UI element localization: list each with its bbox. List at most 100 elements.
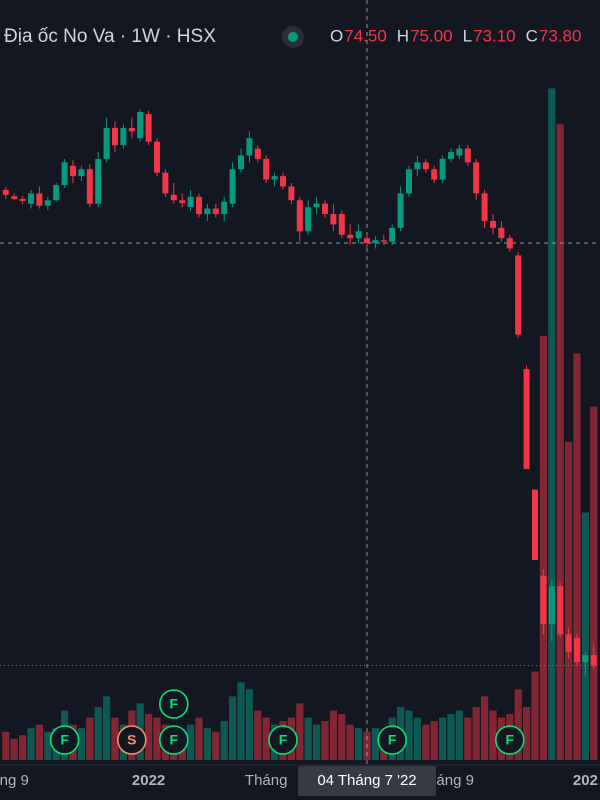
candle-body <box>128 127 135 132</box>
candle-body <box>95 158 102 204</box>
candle-body <box>414 162 421 170</box>
volume-bar <box>220 721 228 760</box>
candle-body <box>271 176 278 180</box>
x-tick-label: 2022 <box>132 772 165 789</box>
volume-bar <box>371 728 379 760</box>
candle-body <box>195 196 202 215</box>
volume-bar <box>245 689 253 760</box>
event-label: F <box>60 732 69 748</box>
candle-body <box>431 169 438 180</box>
event-label: F <box>388 732 397 748</box>
event-label: F <box>170 732 179 748</box>
event-label: F <box>279 732 288 748</box>
volume-bar <box>564 441 573 760</box>
volume-bar <box>472 706 480 760</box>
candle-body <box>330 214 337 225</box>
crosshair-label: 04 Tháng 7 '22 <box>317 772 416 789</box>
candle-body <box>473 162 480 194</box>
candle-body <box>590 655 597 666</box>
chart-title: Địa ốc No Va · 1W · HSX <box>4 26 216 47</box>
volume-bar <box>548 88 556 761</box>
ohlc-label: H <box>397 26 409 45</box>
candle-body <box>279 176 286 187</box>
candle-body <box>540 575 547 625</box>
candle-body <box>456 148 463 156</box>
candle-body <box>489 220 496 228</box>
candle-body <box>313 203 320 208</box>
candle-body <box>237 155 244 170</box>
volume-bar <box>312 724 321 760</box>
candle-body <box>405 169 412 194</box>
volume-bar <box>346 724 354 760</box>
event-marker <box>377 725 407 755</box>
volume-bar <box>590 406 598 760</box>
volume-bar <box>531 671 539 760</box>
candle-body <box>145 114 152 142</box>
candle-body <box>11 196 18 199</box>
volume-bar <box>35 724 43 760</box>
volume-bar <box>422 724 430 760</box>
candle-body <box>531 489 538 561</box>
candle-body <box>380 240 387 242</box>
candle-body <box>288 186 295 201</box>
candle-body <box>246 138 253 156</box>
candle-body <box>347 234 354 239</box>
volume-bar <box>77 728 85 760</box>
volume-bar <box>10 738 18 760</box>
candle-body <box>498 227 505 239</box>
candle-body <box>355 231 362 239</box>
ohlc-label: O <box>330 26 343 45</box>
volume-bar <box>489 710 497 760</box>
candle-body <box>338 214 345 235</box>
candle-body <box>422 162 429 170</box>
volume-bar <box>354 728 363 760</box>
volume-bar <box>522 706 531 760</box>
candle-body <box>296 200 303 232</box>
volume-bar <box>94 706 102 760</box>
volume-bar <box>413 717 421 760</box>
candle-body <box>221 201 228 215</box>
ohlc-value: 73.10 <box>473 26 516 45</box>
volume-bar <box>438 717 447 760</box>
x-tick-label: áng 9 <box>436 772 474 789</box>
candle-body <box>27 193 34 204</box>
candle-body <box>86 169 93 204</box>
candle-body <box>53 185 60 201</box>
candle-body <box>254 148 261 159</box>
candle-body <box>187 196 194 208</box>
volume-bar <box>447 714 455 760</box>
volume-bar <box>254 710 262 760</box>
volume-bar <box>2 731 10 760</box>
candle-body <box>397 193 404 228</box>
volume-bar <box>44 731 52 760</box>
volume-bar <box>455 710 463 760</box>
x-tick-label: ng 9 <box>0 772 29 789</box>
volume-bar <box>581 512 589 760</box>
event-label: S <box>127 732 136 748</box>
x-tick-label: 202 <box>573 772 598 789</box>
volume-bar <box>144 714 153 760</box>
candle-body <box>69 165 76 177</box>
volume-bar <box>556 123 564 760</box>
candle-body <box>204 208 211 215</box>
volume-bar <box>203 728 211 760</box>
event-marker <box>158 689 189 719</box>
volume-bar <box>321 721 329 760</box>
candle-body <box>515 255 522 335</box>
candle-body <box>153 141 160 173</box>
candle-body <box>464 148 471 163</box>
candle-body <box>36 193 43 206</box>
candle-body <box>103 127 110 159</box>
candle-body <box>19 198 26 201</box>
event-marker <box>494 725 525 755</box>
status-dot <box>288 32 298 42</box>
candle-body <box>137 112 144 139</box>
volume-bar <box>304 717 312 760</box>
candle-body <box>212 208 219 215</box>
candle-body <box>565 634 572 652</box>
candle-body <box>439 158 446 180</box>
candle-body <box>506 238 513 249</box>
volume-bar <box>262 717 270 760</box>
event-label: F <box>170 696 179 712</box>
